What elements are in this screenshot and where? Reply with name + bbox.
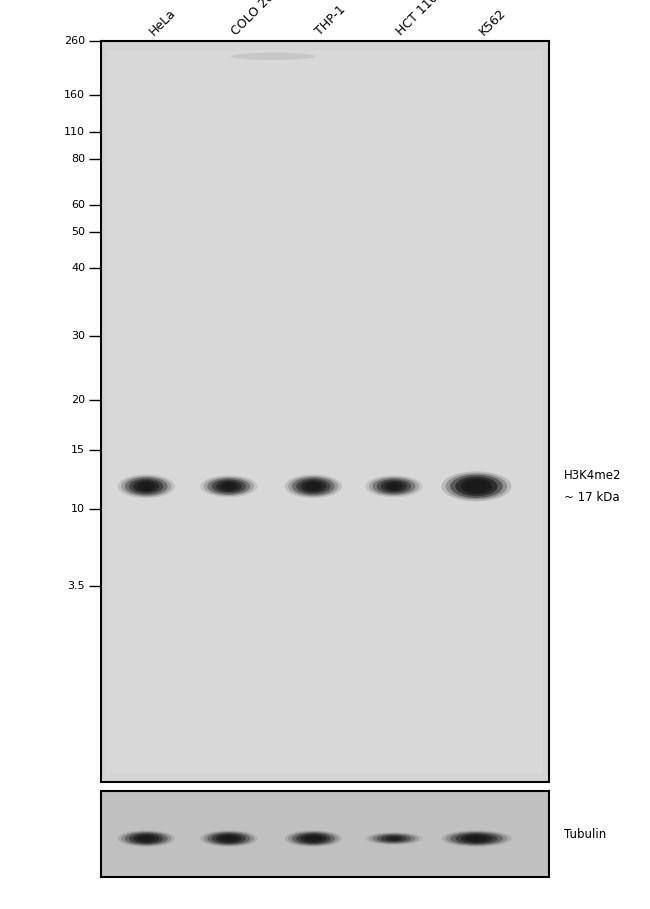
Text: 50: 50 [71, 226, 85, 237]
Text: 110: 110 [64, 126, 85, 137]
Text: 80: 80 [71, 154, 85, 165]
Ellipse shape [466, 835, 487, 842]
Ellipse shape [372, 478, 415, 494]
Text: 30: 30 [71, 331, 85, 342]
Text: 260: 260 [64, 35, 85, 46]
Ellipse shape [129, 834, 163, 844]
Ellipse shape [369, 476, 419, 496]
Ellipse shape [308, 483, 318, 490]
Ellipse shape [118, 474, 175, 498]
Text: H3K4me2: H3K4me2 [564, 469, 621, 482]
Text: 160: 160 [64, 90, 85, 101]
Ellipse shape [365, 833, 422, 845]
Ellipse shape [296, 834, 330, 844]
Ellipse shape [207, 478, 250, 494]
Text: 3.5: 3.5 [68, 581, 85, 592]
Ellipse shape [200, 831, 257, 847]
Ellipse shape [365, 475, 422, 497]
Text: HCT 116: HCT 116 [394, 0, 441, 38]
Ellipse shape [212, 479, 246, 494]
Text: 60: 60 [71, 199, 85, 210]
Ellipse shape [445, 832, 508, 845]
Ellipse shape [292, 477, 335, 495]
Ellipse shape [288, 832, 339, 845]
Ellipse shape [385, 836, 402, 841]
Ellipse shape [372, 834, 415, 844]
Text: 20: 20 [71, 395, 85, 405]
Ellipse shape [296, 479, 330, 494]
Ellipse shape [389, 837, 399, 840]
Ellipse shape [212, 834, 246, 844]
Text: COLO 205: COLO 205 [229, 0, 283, 38]
Ellipse shape [129, 479, 163, 494]
Ellipse shape [445, 473, 508, 500]
Ellipse shape [461, 478, 492, 494]
Ellipse shape [285, 831, 342, 847]
Ellipse shape [466, 480, 487, 493]
Text: HeLa: HeLa [146, 6, 178, 38]
Ellipse shape [125, 832, 168, 845]
Ellipse shape [231, 53, 315, 60]
Bar [107, 50, 543, 773]
Ellipse shape [377, 479, 411, 494]
Ellipse shape [216, 481, 242, 492]
Ellipse shape [121, 832, 172, 845]
Text: THP-1: THP-1 [313, 3, 348, 38]
Ellipse shape [470, 836, 483, 841]
Ellipse shape [200, 475, 257, 497]
Text: 10: 10 [71, 504, 85, 514]
Text: 15: 15 [71, 445, 85, 455]
Ellipse shape [381, 835, 407, 842]
Ellipse shape [369, 833, 419, 844]
Ellipse shape [300, 834, 326, 843]
Ellipse shape [441, 472, 512, 502]
Ellipse shape [203, 476, 254, 496]
Ellipse shape [285, 474, 342, 498]
Ellipse shape [385, 482, 402, 491]
Ellipse shape [292, 832, 335, 845]
Text: 40: 40 [71, 263, 85, 274]
Ellipse shape [220, 835, 237, 842]
Ellipse shape [389, 484, 399, 489]
Bar [101, 41, 549, 782]
Ellipse shape [441, 831, 512, 847]
Ellipse shape [125, 477, 168, 495]
Ellipse shape [118, 831, 175, 847]
Text: Tubulin: Tubulin [564, 827, 606, 841]
Ellipse shape [377, 834, 411, 843]
Ellipse shape [133, 834, 159, 843]
Ellipse shape [224, 484, 234, 489]
Ellipse shape [216, 834, 242, 843]
Ellipse shape [450, 832, 503, 845]
Ellipse shape [450, 474, 503, 498]
Ellipse shape [141, 483, 151, 490]
Ellipse shape [133, 480, 159, 493]
Ellipse shape [456, 834, 497, 844]
Ellipse shape [305, 482, 322, 491]
Ellipse shape [470, 482, 483, 491]
Ellipse shape [461, 834, 492, 843]
Ellipse shape [300, 480, 326, 493]
Ellipse shape [305, 835, 322, 842]
Bar [101, 791, 549, 877]
Ellipse shape [224, 836, 234, 841]
Text: K562: K562 [476, 6, 508, 38]
Ellipse shape [207, 832, 250, 845]
Ellipse shape [203, 832, 254, 845]
Ellipse shape [138, 482, 155, 491]
Ellipse shape [288, 476, 339, 496]
Ellipse shape [141, 836, 151, 841]
Ellipse shape [220, 482, 237, 491]
Ellipse shape [308, 836, 318, 841]
Ellipse shape [381, 481, 407, 492]
Text: ~ 17 kDa: ~ 17 kDa [564, 491, 619, 504]
Ellipse shape [456, 476, 497, 496]
Ellipse shape [138, 835, 155, 842]
Ellipse shape [121, 476, 172, 496]
